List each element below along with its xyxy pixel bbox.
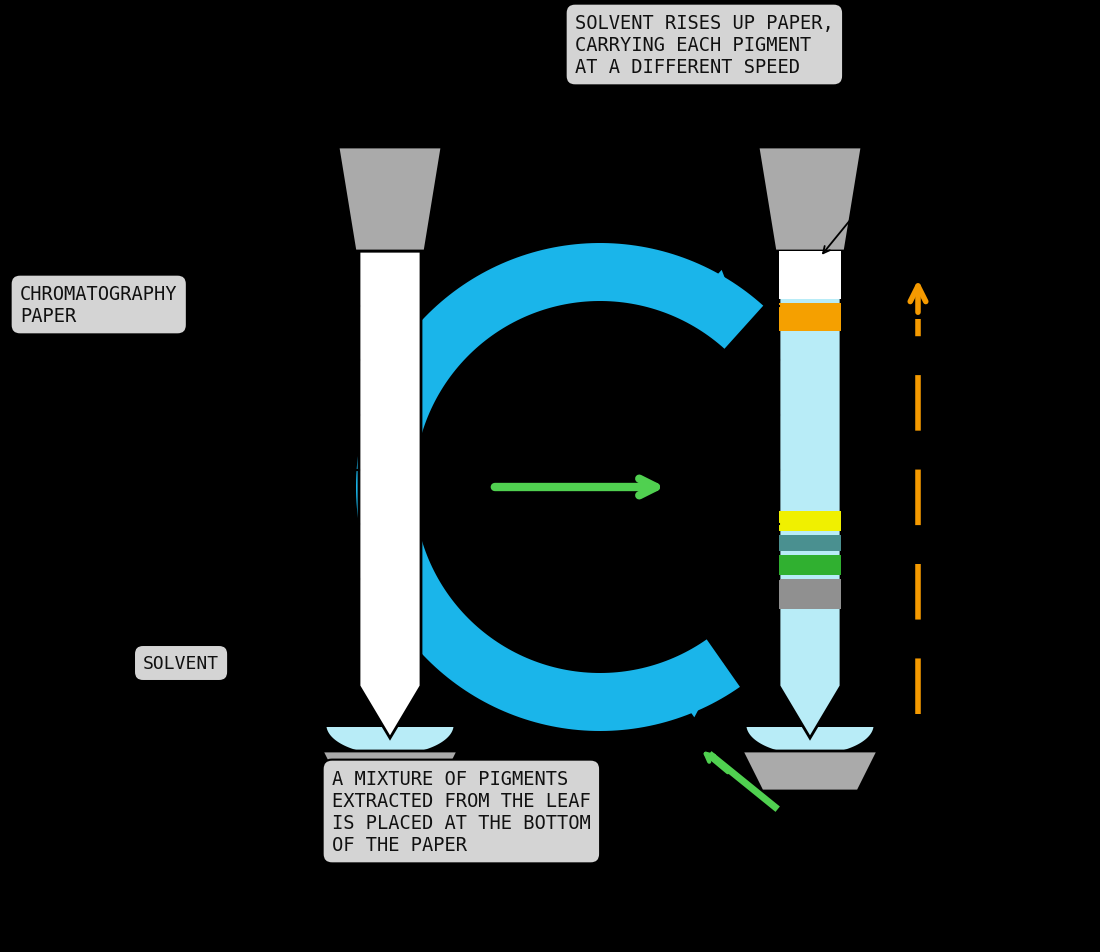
Polygon shape [779, 535, 842, 551]
Polygon shape [322, 751, 458, 791]
Polygon shape [779, 555, 842, 575]
Polygon shape [662, 664, 724, 718]
Text: CHROMATOGRAPHY
PAPER: CHROMATOGRAPHY PAPER [20, 285, 177, 326]
Polygon shape [324, 725, 455, 756]
Polygon shape [356, 244, 763, 731]
Polygon shape [758, 148, 862, 251]
Polygon shape [684, 270, 744, 327]
Polygon shape [779, 251, 842, 300]
Text: SOLVENT RISES UP PAPER,
CARRYING EACH PIGMENT
AT A DIFFERENT SPEED: SOLVENT RISES UP PAPER, CARRYING EACH PI… [575, 14, 834, 77]
Text: SOLVENT: SOLVENT [143, 654, 219, 672]
Text: A MIXTURE OF PIGMENTS
EXTRACTED FROM THE LEAF
IS PLACED AT THE BOTTOM
OF THE PAP: A MIXTURE OF PIGMENTS EXTRACTED FROM THE… [332, 769, 591, 854]
Polygon shape [338, 148, 442, 251]
Polygon shape [359, 251, 421, 738]
Polygon shape [742, 751, 878, 791]
Polygon shape [779, 251, 842, 738]
Polygon shape [779, 511, 842, 531]
Polygon shape [779, 304, 842, 331]
Polygon shape [745, 725, 874, 756]
Polygon shape [779, 580, 842, 609]
